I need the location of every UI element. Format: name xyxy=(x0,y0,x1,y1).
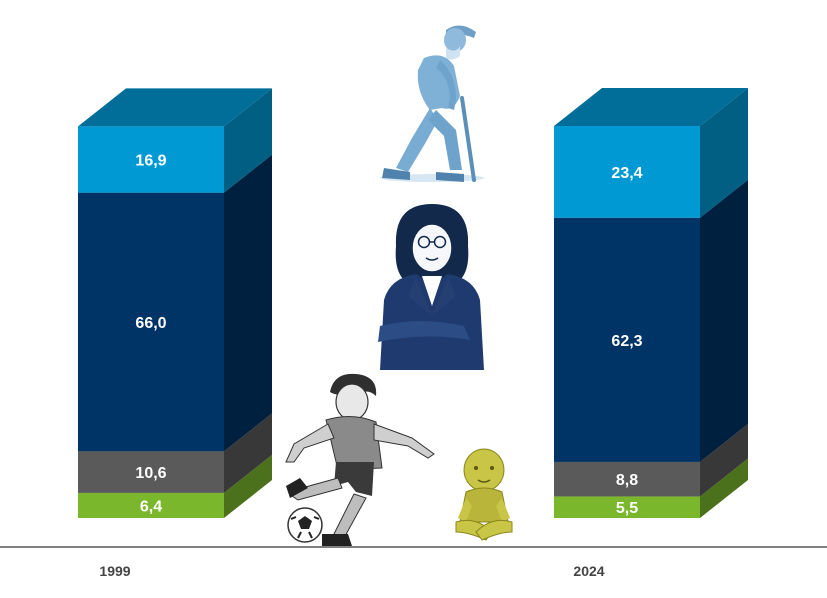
bar-segment-1999-3: 16,9 xyxy=(78,88,272,193)
bar-side-1999-2 xyxy=(224,154,272,452)
elderly-man-with-cane-icon xyxy=(380,25,484,182)
bar-side-1999-3 xyxy=(224,88,272,193)
bar-segment-2024-1: 8,8 xyxy=(554,423,748,497)
bar-segment-1999-1: 10,6 xyxy=(78,413,272,493)
x-tick-label-1999: 1999 xyxy=(99,563,130,579)
bar-front-2024-1 xyxy=(554,461,700,497)
x-axis-labels: 1999 2024 xyxy=(99,563,604,579)
data-label-1999-1: 10,6 xyxy=(135,465,166,482)
bar-segment-2024-3: 23,4 xyxy=(554,88,748,218)
bar-side-1999-0 xyxy=(224,454,272,518)
data-label-2024-0: 5,5 xyxy=(616,500,638,517)
bar-front-2024-0 xyxy=(554,496,700,518)
baby-sitting-icon xyxy=(455,448,513,541)
bar-segment-1999-2: 66,0 xyxy=(78,154,272,452)
bar-top-1999 xyxy=(78,88,272,127)
bar-front-1999-3 xyxy=(78,126,224,193)
data-label-2024-1: 8,8 xyxy=(616,472,638,489)
bar-front-2024-3 xyxy=(554,126,700,218)
boy-kicking-ball-icon xyxy=(285,373,435,546)
bar-top-2024 xyxy=(554,88,748,126)
data-label-1999-0: 6,4 xyxy=(140,498,162,515)
bar-side-2024-3 xyxy=(700,88,748,218)
x-tick-label-2024: 2024 xyxy=(573,563,604,579)
data-label-1999-2: 66,0 xyxy=(135,315,166,332)
bar-front-2024-2 xyxy=(554,217,700,462)
bar-segment-1999-0: 6,4 xyxy=(78,454,272,518)
bar-side-2024-2 xyxy=(700,179,748,462)
bar-side-2024-0 xyxy=(700,458,748,518)
bar-segment-2024-0: 5,5 xyxy=(554,458,748,518)
bar-side-1999-1 xyxy=(224,413,272,493)
data-label-2024-3: 23,4 xyxy=(611,165,642,182)
data-label-1999-3: 16,9 xyxy=(135,153,166,170)
bar-front-1999-2 xyxy=(78,192,224,452)
bar-front-1999-1 xyxy=(78,451,224,493)
data-label-2024-2: 62,3 xyxy=(611,333,642,350)
bars-group: 6,4 10,6 66,0 16,9 5,5 8,8 62,3 23,4 xyxy=(78,88,748,518)
bar-front-1999-0 xyxy=(78,492,224,518)
businesswoman-icon xyxy=(378,204,484,370)
bar-side-2024-1 xyxy=(700,423,748,497)
bar-segment-2024-2: 62,3 xyxy=(554,179,748,462)
